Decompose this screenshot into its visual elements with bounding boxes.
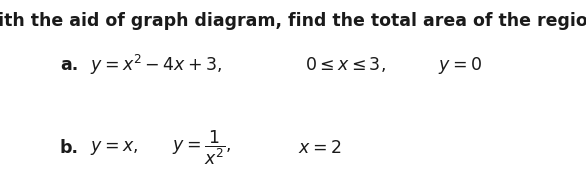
Text: With the aid of graph diagram, find the total area of the region.: With the aid of graph diagram, find the …	[0, 12, 586, 30]
Text: $0 \leq x \leq 3,$: $0 \leq x \leq 3,$	[305, 55, 386, 74]
Text: a.: a.	[60, 56, 79, 74]
Text: $x = 2$: $x = 2$	[298, 139, 341, 157]
Text: $y = x^2 - 4x + 3,$: $y = x^2 - 4x + 3,$	[90, 53, 222, 77]
Text: $y = \dfrac{1}{x^2},$: $y = \dfrac{1}{x^2},$	[172, 129, 231, 167]
Text: $y = x,$: $y = x,$	[90, 139, 138, 157]
Text: b.: b.	[60, 139, 79, 157]
Text: $y = 0$: $y = 0$	[438, 55, 482, 75]
